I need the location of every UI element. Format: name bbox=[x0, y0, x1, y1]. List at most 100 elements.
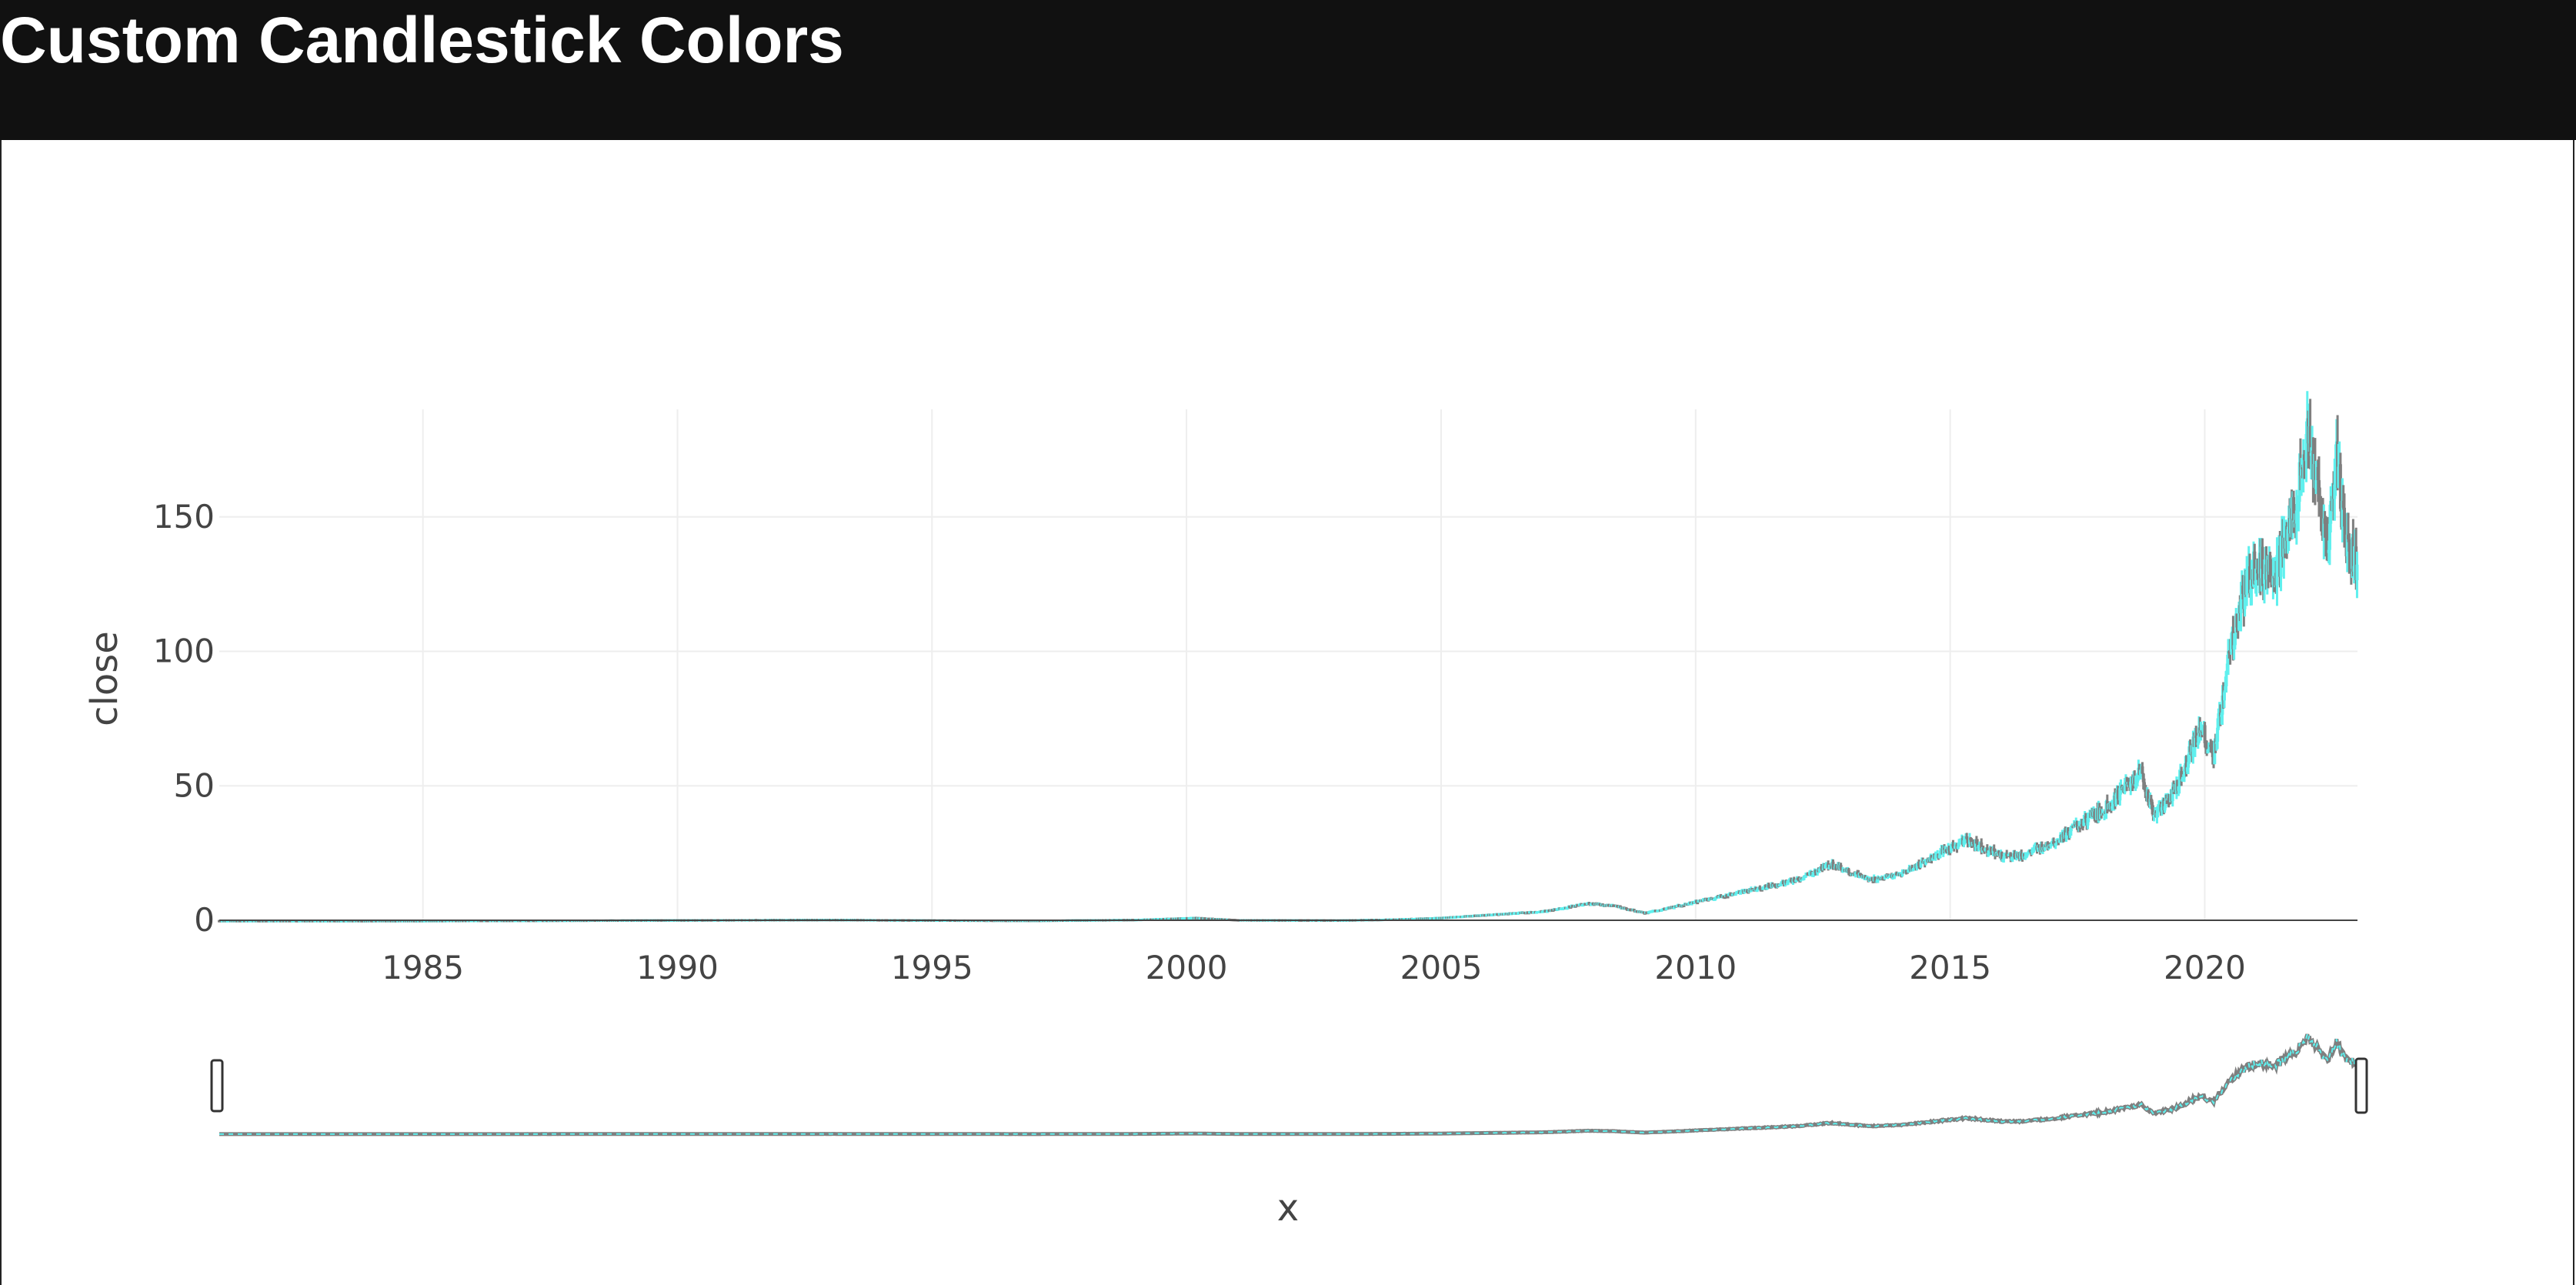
candle-increasing bbox=[2182, 769, 2186, 778]
candle-decreasing bbox=[1871, 880, 1875, 883]
candle-increasing bbox=[2043, 845, 2047, 850]
candle-increasing bbox=[2275, 555, 2279, 586]
candle-increasing bbox=[1893, 875, 1897, 878]
candle-increasing bbox=[2341, 500, 2344, 528]
range-slider-handle-right[interactable] bbox=[2354, 1057, 2368, 1114]
candle-increasing bbox=[2327, 523, 2331, 550]
candle-increasing bbox=[2239, 599, 2243, 613]
candle-increasing bbox=[2054, 843, 2058, 846]
header-bar: Custom Candlestick Colors bbox=[0, 0, 2576, 140]
candle-increasing bbox=[2345, 534, 2349, 557]
candle-increasing bbox=[1949, 844, 1953, 852]
candle-decreasing bbox=[1917, 862, 1921, 866]
candle-increasing bbox=[1687, 903, 1690, 906]
candle-decreasing bbox=[1760, 889, 1763, 892]
candle-decreasing bbox=[1831, 861, 1835, 868]
candle-decreasing bbox=[2151, 809, 2155, 816]
candle-increasing bbox=[1919, 861, 1923, 867]
candle-increasing bbox=[2245, 570, 2249, 595]
range-slider[interactable] bbox=[210, 1033, 2368, 1136]
x-tick-label: 2015 bbox=[1909, 949, 1991, 986]
candle-increasing bbox=[2216, 727, 2220, 742]
candle-decreasing bbox=[2324, 523, 2327, 537]
candle-increasing bbox=[2057, 839, 2061, 843]
x-tick-label: 2010 bbox=[1654, 949, 1737, 986]
candle-decreasing bbox=[1723, 896, 1727, 900]
slider-trace-increasing bbox=[219, 1033, 2358, 1135]
candle-increasing bbox=[2233, 638, 2237, 646]
y-axis-title: close bbox=[83, 631, 126, 726]
candle-decreasing bbox=[2000, 852, 2004, 859]
x-axis-title: x bbox=[1277, 1187, 1299, 1230]
candle-increasing bbox=[1900, 872, 1904, 876]
candle-decreasing bbox=[1839, 865, 1843, 869]
candle-increasing bbox=[1956, 846, 1960, 849]
candle-increasing bbox=[1953, 846, 1957, 849]
y-tick-label: 0 bbox=[194, 901, 215, 939]
candle-decreasing bbox=[2261, 546, 2264, 569]
candle-decreasing bbox=[1781, 881, 1785, 885]
candle-decreasing bbox=[2093, 811, 2097, 819]
candle-layer bbox=[218, 391, 2359, 923]
candle-decreasing bbox=[2342, 507, 2346, 527]
x-tick-label: 2020 bbox=[2164, 949, 2246, 986]
candle-decreasing bbox=[2143, 782, 2147, 786]
y-tick-label: 150 bbox=[153, 498, 215, 536]
x-tick-label: 1990 bbox=[636, 949, 719, 986]
candle-decreasing bbox=[2180, 771, 2184, 780]
candle-decreasing bbox=[1754, 887, 1758, 891]
candle-increasing bbox=[2279, 536, 2283, 577]
candle-decreasing bbox=[1569, 906, 1573, 909]
candle-increasing bbox=[1733, 893, 1737, 896]
candle-decreasing bbox=[2144, 785, 2147, 793]
candle-increasing bbox=[1938, 850, 1942, 856]
candle-decreasing bbox=[1847, 869, 1850, 873]
candle-increasing bbox=[2196, 742, 2200, 745]
x-tick-label: 2000 bbox=[1146, 949, 1228, 986]
candle-decreasing bbox=[2020, 853, 2024, 857]
candle-decreasing bbox=[1632, 909, 1636, 912]
candle-decreasing bbox=[2075, 822, 2079, 826]
candle-decreasing bbox=[2141, 766, 2144, 774]
candle-decreasing bbox=[1985, 847, 1989, 853]
candle-increasing bbox=[2334, 470, 2337, 485]
axis-layer: 0 50 100 150 1985 1990 1995 2000 2005 2010 2015 202… bbox=[153, 498, 2357, 986]
candle-increasing bbox=[2355, 564, 2359, 581]
candle-decreasing bbox=[1874, 876, 1877, 881]
candle-decreasing bbox=[2176, 779, 2180, 791]
candle-decreasing bbox=[2203, 725, 2207, 743]
candlestick-chart: 0 50 100 150 1985 1990 1995 2000 2005 2010 2015 202… bbox=[83, 391, 2368, 1230]
x-tick-label: 2005 bbox=[1400, 949, 1483, 986]
slider-trace-decreasing bbox=[219, 1033, 2359, 1136]
x-tick-label: 1995 bbox=[891, 949, 973, 986]
y-tick-label: 100 bbox=[153, 632, 215, 670]
candle-increasing bbox=[2229, 639, 2233, 652]
candle-increasing bbox=[1672, 906, 1676, 910]
candle-increasing bbox=[1762, 886, 1766, 889]
candle-increasing bbox=[1713, 898, 1717, 901]
x-tick-label: 1985 bbox=[382, 949, 464, 986]
candle-increasing bbox=[2329, 501, 2333, 524]
candle-increasing bbox=[1755, 889, 1759, 893]
candle-decreasing bbox=[1763, 885, 1767, 889]
candle-increasing bbox=[2114, 794, 2118, 805]
candle-increasing bbox=[2222, 692, 2226, 701]
candle-decreasing bbox=[1726, 896, 1730, 899]
candle-increasing bbox=[1802, 877, 1806, 880]
candle-increasing bbox=[2337, 466, 2341, 488]
candle-decreasing bbox=[2081, 825, 2085, 828]
candle-decreasing bbox=[1792, 879, 1796, 882]
candle-decreasing bbox=[1682, 904, 1686, 907]
candle-decreasing bbox=[2211, 746, 2214, 757]
candle-decreasing bbox=[2046, 842, 2050, 847]
page-title: Custom Candlestick Colors bbox=[0, 4, 844, 76]
candle-decreasing bbox=[2292, 497, 2296, 521]
candle-increasing bbox=[1977, 846, 1981, 849]
candle-decreasing bbox=[2167, 798, 2171, 802]
range-slider-handle-left[interactable] bbox=[210, 1059, 224, 1113]
candle-decreasing bbox=[1758, 886, 1762, 889]
candle-increasing bbox=[2187, 762, 2191, 768]
candle-increasing bbox=[1804, 874, 1807, 877]
candle-decreasing bbox=[1965, 836, 1969, 839]
chart-frame: 0 50 100 150 1985 1990 1995 2000 2005 2010 2015 202… bbox=[0, 140, 2574, 1285]
